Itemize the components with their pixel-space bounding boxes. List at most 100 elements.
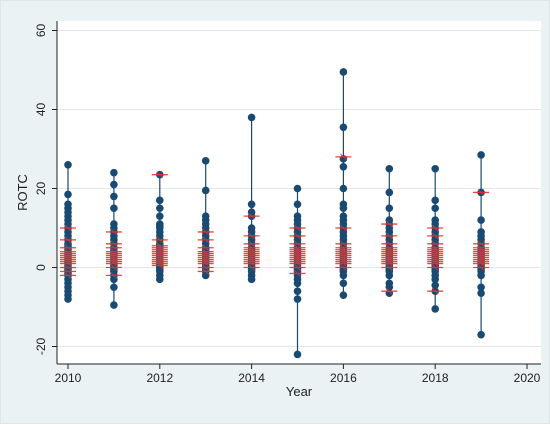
data-point <box>477 330 485 339</box>
mean-marker-cross <box>294 264 301 271</box>
mean-marker-cross <box>202 244 210 252</box>
plot-area <box>57 21 541 364</box>
data-point <box>201 271 210 280</box>
mean-marker-cross <box>202 264 210 271</box>
mean-marker-cross <box>340 240 347 248</box>
data-point <box>385 164 394 173</box>
mean-marker-cross <box>64 260 72 267</box>
y-tick-label: 0 <box>34 264 48 271</box>
data-point <box>110 275 118 284</box>
mean-marker-cross <box>431 264 439 271</box>
mean-marker-cross <box>431 232 439 240</box>
mean-marker-cross <box>477 189 485 196</box>
data-point <box>477 283 485 292</box>
y-tick-label: 60 <box>34 24 48 38</box>
data-point <box>339 123 348 132</box>
mean-marker-cross <box>477 260 485 267</box>
mean-marker-cross <box>431 224 439 232</box>
data-point <box>247 275 256 284</box>
data-point <box>431 275 440 284</box>
mean-marker-cross <box>294 240 301 248</box>
mean-marker-cross <box>385 232 393 240</box>
x-tick-label: 2010 <box>55 371 82 385</box>
data-point <box>247 200 256 209</box>
mean-marker-cross <box>294 224 301 232</box>
mean-marker-cross <box>431 287 439 295</box>
data-point <box>201 186 210 195</box>
x-tick-label: 2012 <box>146 371 173 385</box>
data-point <box>431 196 440 205</box>
y-tick-label: -20 <box>34 338 48 356</box>
data-point <box>156 275 164 284</box>
data-point <box>156 204 164 213</box>
data-point <box>293 295 302 303</box>
mean-marker-cross <box>202 228 210 236</box>
mean-marker-cross <box>156 236 164 244</box>
mean-marker-cross <box>156 171 164 179</box>
mean-marker-cross <box>477 264 485 271</box>
mean-marker-cross <box>64 264 72 271</box>
mean-marker-cross <box>64 244 72 252</box>
data-point <box>339 291 348 299</box>
mean-marker-cross <box>385 287 393 295</box>
data-point <box>156 196 164 205</box>
data-point <box>156 212 164 220</box>
data-point <box>293 200 302 209</box>
data-point <box>201 157 210 165</box>
data-point <box>431 281 440 290</box>
mean-marker-cross <box>294 270 301 277</box>
mean-marker-cross <box>110 260 118 267</box>
mean-marker-cross <box>110 228 118 236</box>
data-point <box>293 184 302 193</box>
mean-marker-cross <box>202 268 210 275</box>
axes <box>52 21 541 369</box>
mean-marker-cross <box>477 240 485 248</box>
data-point <box>431 305 440 313</box>
data-point <box>110 192 118 201</box>
mean-marker-cross <box>64 224 72 232</box>
data-point <box>110 168 118 177</box>
mean-marker-cross <box>248 240 255 248</box>
mean-marker-cross <box>340 260 347 267</box>
y-tick-label: 40 <box>34 103 48 117</box>
mean-markers <box>60 153 490 295</box>
x-tick-label: 2016 <box>330 371 357 385</box>
mean-marker-cross <box>294 232 301 240</box>
mean-marker-cross <box>110 264 118 271</box>
mean-marker-cross <box>248 232 255 240</box>
data-point <box>477 271 485 280</box>
mean-marker-cross <box>110 272 118 279</box>
data-point <box>431 204 440 213</box>
data-point <box>339 279 348 288</box>
mean-marker-cross <box>294 260 301 267</box>
x-axis-title: Year <box>286 384 313 399</box>
mean-marker-cross <box>64 272 72 279</box>
mean-marker-cross <box>202 260 210 267</box>
mean-marker-cross <box>385 240 393 248</box>
mean-marker-cross <box>156 262 164 269</box>
mean-marker-cross <box>248 264 255 271</box>
mean-marker-cross <box>431 240 439 248</box>
data-point <box>339 204 348 213</box>
data-point <box>339 271 348 280</box>
data-point <box>477 216 485 224</box>
data-point <box>385 271 394 280</box>
data-point <box>293 287 302 296</box>
data-point <box>64 161 72 169</box>
mean-marker-cross <box>64 236 72 244</box>
data-point <box>339 68 348 76</box>
x-tick-label: 2014 <box>238 371 265 385</box>
data-point <box>110 204 118 213</box>
mean-marker-cross <box>431 260 439 267</box>
data-point <box>110 283 118 292</box>
data-point <box>339 184 348 193</box>
mean-marker-cross <box>248 260 255 267</box>
data-point <box>385 188 394 197</box>
mean-marker-cross <box>248 212 255 220</box>
mean-marker-cross <box>340 264 347 271</box>
mean-marker-cross <box>110 240 118 248</box>
mean-marker-cross <box>202 236 210 244</box>
data-point <box>431 164 440 173</box>
